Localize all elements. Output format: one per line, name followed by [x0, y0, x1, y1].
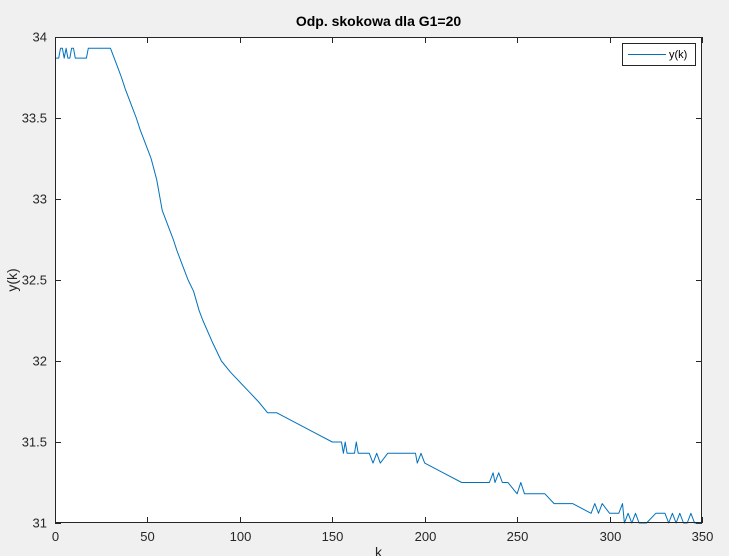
y-tick-label: 33.5 [22, 111, 47, 126]
y-tick-label: 32 [33, 354, 47, 369]
series-line-0 [55, 47, 702, 524]
plot-area [55, 37, 702, 523]
series-layer [55, 47, 702, 524]
x-axis-label: k [375, 544, 383, 556]
x-tick-label: 100 [230, 529, 252, 544]
x-tick-label: 250 [507, 529, 529, 544]
chart-title: Odp. skokowa dla G1=20 [296, 13, 462, 29]
ticks-layer: 0 50 100 150 200 250 300 350 31 31.5 32 32.5 33 33.5 3… [22, 30, 714, 545]
x-tick-label: 50 [140, 529, 154, 544]
y-tick-label: 33 [33, 192, 47, 207]
y-axis-label: y(k) [4, 268, 20, 291]
x-tick-label: 200 [415, 529, 437, 544]
y-tick-label: 31 [33, 516, 47, 531]
legend[interactable]: y(k) [622, 43, 696, 66]
x-tick-label: 300 [600, 529, 622, 544]
y-tick-label: 32.5 [22, 273, 47, 288]
x-tick-label: 150 [322, 529, 344, 544]
legend-label-y-k: y(k) [669, 49, 687, 61]
y-tick-label: 31.5 [22, 435, 47, 450]
axes-box [55, 37, 702, 523]
y-tick-label: 34 [33, 30, 47, 45]
x-tick-label: 0 [52, 529, 59, 544]
x-tick-label: 350 [692, 529, 714, 544]
